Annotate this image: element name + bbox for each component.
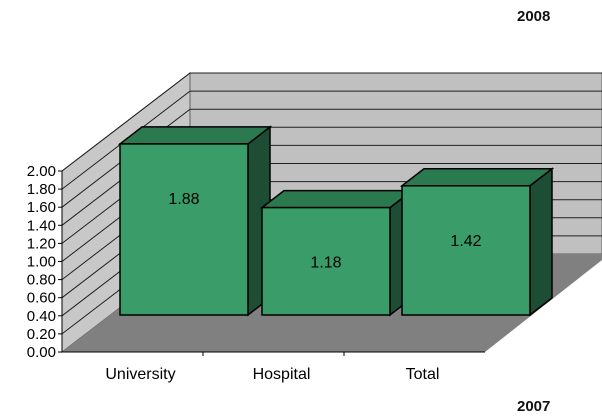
bar-total: 1.42 [399, 167, 555, 317]
bar-data-label: 1.42 [450, 233, 481, 250]
x-axis-category-labels: University Hospital Total [105, 366, 439, 383]
y-tick-label: 1.80 [27, 181, 56, 198]
y-tick-label: 1.40 [27, 217, 56, 234]
bar-front-face [401, 185, 531, 316]
bar-university: 1.88 [117, 125, 273, 317]
y-tick-label: 1.60 [27, 199, 56, 216]
bar-hospital: 1.18 [259, 189, 415, 317]
y-tick-label: 1.00 [27, 254, 56, 271]
x-category-label: University [105, 366, 175, 383]
gridline [61, 90, 602, 190]
y-tick-label: 0.60 [27, 290, 56, 307]
y-tick-label: 0.80 [27, 272, 56, 289]
bar-top-face [399, 168, 555, 187]
bar-front-face [261, 206, 391, 316]
y-tick-label: 0.00 [27, 344, 56, 361]
x-category-label: Hospital [253, 366, 311, 383]
chart-axes [58, 170, 485, 356]
y-tick-label: 2.00 [27, 163, 56, 180]
bar-front-face [119, 143, 249, 316]
bar-data-label: 1.88 [168, 191, 199, 208]
y-tick-label: 1.20 [27, 235, 56, 252]
chart-bars: 1.88 1.18 1.42 [117, 125, 555, 317]
x-category-label: Total [406, 366, 440, 383]
gridline [61, 108, 602, 208]
y-tick-label: 0.40 [27, 308, 56, 325]
bar-side-face [529, 167, 553, 317]
bottom-year-label: 2007 [517, 398, 551, 415]
gridline [61, 72, 602, 172]
top-year-label: 2008 [517, 8, 551, 25]
bar-data-label: 1.18 [310, 255, 341, 272]
bar-top-face [117, 126, 273, 145]
bar-top-face [259, 189, 415, 209]
y-tick-label: 0.20 [27, 326, 56, 343]
y-axis-tick-labels: 0.000.200.400.600.801.00 1.201.401.601.80… [27, 163, 56, 361]
